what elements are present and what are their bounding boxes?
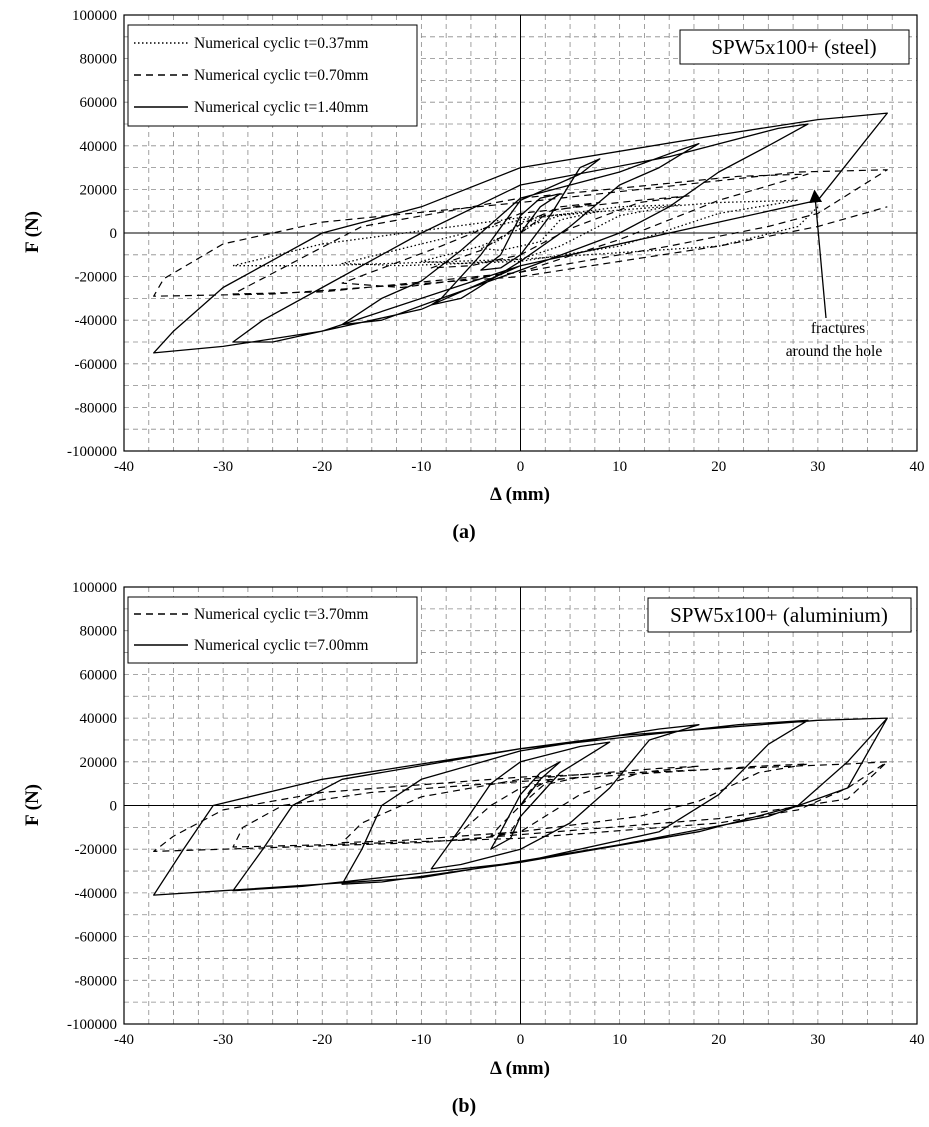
chart-b-x-axis-title: Δ (mm) [490, 1058, 550, 1079]
y-tick-label: -60000 [75, 357, 118, 373]
x-tick-label: -30 [213, 1032, 233, 1048]
y-tick-label: 40000 [80, 711, 118, 727]
y-tick-label: 100000 [72, 8, 117, 24]
chart-a-tag-box [679, 29, 910, 65]
chart-a-series [153, 112, 888, 354]
series-line-2 [153, 169, 888, 297]
y-tick-label: 0 [110, 226, 118, 242]
chart-a-annotation-line-2: around the hole [786, 343, 883, 360]
series-line-1 [232, 199, 819, 267]
chart-a-annotation-arrow [809, 189, 827, 319]
y-tick-label: 20000 [80, 182, 118, 198]
y-tick-label: 60000 [80, 95, 118, 111]
x-tick-label: 40 [910, 459, 925, 475]
chart-a-y-axis-title: F (N) [22, 211, 43, 253]
y-tick-label: 40000 [80, 139, 118, 155]
x-tick-label: -40 [114, 1032, 134, 1048]
y-tick-label: -20000 [75, 842, 118, 858]
y-tick-label: -40000 [75, 886, 118, 902]
chart-b-series [153, 717, 888, 896]
x-tick-label: 30 [810, 1032, 825, 1048]
chart-a-legend-label-3: Numerical cyclic t=1.40mm [194, 99, 368, 116]
y-tick-label: 0 [110, 799, 118, 815]
x-tick-label: -20 [312, 1032, 332, 1048]
y-tick-label: 80000 [80, 624, 118, 640]
x-tick-label: -30 [213, 459, 233, 475]
chart-b: 100000 80000 60000 40000 20000 0 -20000 -40000 -… [22, 580, 925, 1117]
y-tick-label: -80000 [75, 400, 118, 416]
x-tick-label: -40 [114, 459, 134, 475]
chart-a-x-axis-title: Δ (mm) [490, 484, 550, 505]
x-tick-label: 10 [612, 459, 627, 475]
series-line-3 [153, 112, 888, 354]
chart-a-x-ticks: -40 -30 -20 -10 0 10 20 30 40 [114, 459, 925, 475]
x-tick-label: 0 [517, 1032, 525, 1048]
chart-b-frame [123, 586, 918, 1025]
chart-a-legend: Numerical cyclic t=0.37mm Numerical cycl… [127, 24, 418, 127]
x-tick-label: 20 [711, 1032, 726, 1048]
y-tick-label: 100000 [72, 580, 117, 596]
series-line-2 [153, 717, 888, 896]
x-tick-label: 20 [711, 459, 726, 475]
chart-b-legend-box [127, 596, 418, 664]
chart-b-legend-label-1: Numerical cyclic t=3.70mm [194, 606, 368, 623]
x-tick-label: -20 [312, 459, 332, 475]
chart-b-tag-text: SPW5x100+ (aluminium) [670, 603, 888, 627]
y-tick-label: 80000 [80, 52, 118, 68]
chart-b-legend: Numerical cyclic t=3.70mm Numerical cycl… [127, 596, 418, 664]
chart-a-tag-text: SPW5x100+ (steel) [711, 35, 876, 59]
y-tick-label: -100000 [67, 1017, 117, 1033]
chart-b-tag-box [647, 597, 912, 633]
x-tick-label: -10 [411, 459, 431, 475]
y-tick-label: -60000 [75, 930, 118, 946]
chart-a-caption: (a) [452, 521, 475, 543]
y-tick-label: 60000 [80, 667, 118, 683]
chart-a-annotation-line-1: fractures [811, 320, 865, 337]
chart-b-caption: (b) [452, 1095, 476, 1117]
x-tick-label: -10 [411, 1032, 431, 1048]
chart-b-y-ticks: 100000 80000 60000 40000 20000 0 -20000 -40000 -… [67, 580, 117, 1033]
chart-a: 100000 80000 60000 40000 20000 0 -20000 -40000 -… [22, 8, 925, 543]
x-tick-label: 30 [810, 459, 825, 475]
chart-b-legend-label-2: Numerical cyclic t=7.00mm [194, 637, 368, 654]
x-tick-label: 40 [910, 1032, 925, 1048]
y-tick-label: -80000 [75, 973, 118, 989]
chart-b-y-axis-title: F (N) [22, 784, 43, 826]
x-tick-label: 10 [612, 1032, 627, 1048]
chart-a-frame [123, 14, 918, 452]
y-tick-label: -40000 [75, 313, 118, 329]
chart-b-x-ticks: -40 -30 -20 -10 0 10 20 30 40 [114, 1032, 925, 1048]
y-tick-label: -100000 [67, 444, 117, 460]
chart-a-legend-label-1: Numerical cyclic t=0.37mm [194, 35, 368, 52]
chart-a-y-ticks: 100000 80000 60000 40000 20000 0 -20000 -40000 -… [67, 8, 117, 460]
chart-a-legend-label-2: Numerical cyclic t=0.70mm [194, 67, 368, 84]
y-tick-label: -20000 [75, 270, 118, 286]
y-tick-label: 20000 [80, 755, 118, 771]
x-tick-label: 0 [517, 459, 525, 475]
